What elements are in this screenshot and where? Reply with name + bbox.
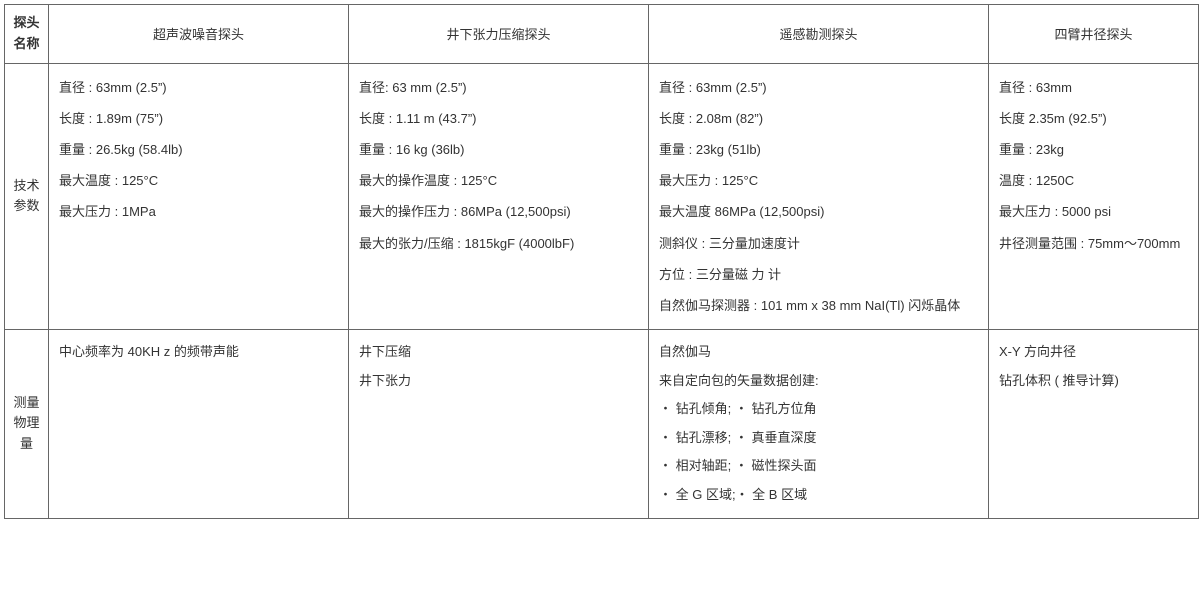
table-cell-line: 重量 : 26.5kg (58.4lb) — [59, 134, 338, 165]
table-cell-line: 中心频率为 40KH z 的频带声能 — [59, 338, 338, 367]
col-header-3: 遥感勘测探头 — [649, 5, 989, 64]
meas-cell-2: 井下压缩井下张力 — [349, 330, 649, 519]
table-cell-line: 最大压力 : 5000 psi — [999, 196, 1188, 227]
table-cell-line: 最大温度 : 125°C — [59, 165, 338, 196]
header-row: 探头名称 超声波噪音探头 井下张力压缩探头 遥感勘测探头 四臂井径探头 — [5, 5, 1199, 64]
table-cell-line: ・ 钻孔倾角; ・ 钻孔方位角 — [659, 395, 978, 424]
table-cell-line: 最大的张力/压缩 : 1815kgF (4000lbF) — [359, 228, 638, 259]
rowlabel-meas: 测量物理量 — [5, 330, 49, 519]
meas-row: 测量物理量 中心频率为 40KH z 的频带声能 井下压缩井下张力 自然伽马来自… — [5, 330, 1199, 519]
col-header-2: 井下张力压缩探头 — [349, 5, 649, 64]
table-cell-line: 直径 : 63mm (2.5”) — [59, 72, 338, 103]
table-cell-line: 井下压缩 — [359, 338, 638, 367]
tech-cell-3: 直径 : 63mm (2.5”)长度 : 2.08m (82”)重量 : 23k… — [649, 63, 989, 330]
table-cell-line: 长度 : 1.89m (75”) — [59, 103, 338, 134]
tech-cell-2: 直径: 63 mm (2.5”)长度 : 1.11 m (43.7”)重量 : … — [349, 63, 649, 330]
table-cell-line: 最大压力 : 125°C — [659, 165, 978, 196]
meas-cell-3: 自然伽马来自定向包的矢量数据创建:・ 钻孔倾角; ・ 钻孔方位角・ 钻孔漂移; … — [649, 330, 989, 519]
table-cell-line: 自然伽马 — [659, 338, 978, 367]
tech-row: 技术参数 直径 : 63mm (2.5”)长度 : 1.89m (75”)重量 … — [5, 63, 1199, 330]
meas-cell-1: 中心频率为 40KH z 的频带声能 — [49, 330, 349, 519]
table-cell-line: 最大的操作压力 : 86MPa (12,500psi) — [359, 196, 638, 227]
table-cell-line: 测斜仪 : 三分量加速度计 — [659, 228, 978, 259]
table-cell-line: 井下张力 — [359, 367, 638, 396]
rowhdr-top: 探头名称 — [5, 5, 49, 64]
table-cell-line: 重量 : 23kg (51lb) — [659, 134, 978, 165]
table-cell-line: 重量 : 16 kg (36lb) — [359, 134, 638, 165]
table-cell-line: ・ 全 G 区域;・ 全 B 区域 — [659, 481, 978, 510]
tech-cell-1: 直径 : 63mm (2.5”)长度 : 1.89m (75”)重量 : 26.… — [49, 63, 349, 330]
table-cell-line: 最大的操作温度 : 125°C — [359, 165, 638, 196]
rowlabel-tech: 技术参数 — [5, 63, 49, 330]
table-cell-line: 最大压力 : 1MPa — [59, 196, 338, 227]
table-cell-line: ・ 相对轴距; ・ 磁性探头面 — [659, 452, 978, 481]
table-cell-line: 最大温度 86MPa (12,500psi) — [659, 196, 978, 227]
table-cell-line: 温度 : 1250C — [999, 165, 1188, 196]
table-cell-line: 直径 : 63mm (2.5”) — [659, 72, 978, 103]
table-cell-line: ・ 钻孔漂移; ・ 真垂直深度 — [659, 424, 978, 453]
table-cell-line: X-Y 方向井径 — [999, 338, 1188, 367]
table-cell-line: 方位 : 三分量磁 力 计 — [659, 259, 978, 290]
meas-cell-4: X-Y 方向井径钻孔体积 ( 推导计算) — [989, 330, 1199, 519]
table-cell-line: 直径 : 63mm — [999, 72, 1188, 103]
probe-spec-table: 探头名称 超声波噪音探头 井下张力压缩探头 遥感勘测探头 四臂井径探头 技术参数… — [4, 4, 1199, 519]
col-header-4: 四臂井径探头 — [989, 5, 1199, 64]
table-cell-line: 重量 : 23kg — [999, 134, 1188, 165]
table-cell-line: 钻孔体积 ( 推导计算) — [999, 367, 1188, 396]
table-cell-line: 自然伽马探测器 : 101 mm x 38 mm NaI(Tl) 闪烁晶体 — [659, 290, 978, 321]
table-cell-line: 长度 : 2.08m (82”) — [659, 103, 978, 134]
table-cell-line: 来自定向包的矢量数据创建: — [659, 367, 978, 396]
table-cell-line: 井径测量范围 : 75mm～700mm — [999, 228, 1188, 259]
table-cell-line: 直径: 63 mm (2.5”) — [359, 72, 638, 103]
table-cell-line: 长度 2.35m (92.5”) — [999, 103, 1188, 134]
tech-cell-4: 直径 : 63mm长度 2.35m (92.5”)重量 : 23kg温度 : 1… — [989, 63, 1199, 330]
table-cell-line: 长度 : 1.11 m (43.7”) — [359, 103, 638, 134]
col-header-1: 超声波噪音探头 — [49, 5, 349, 64]
